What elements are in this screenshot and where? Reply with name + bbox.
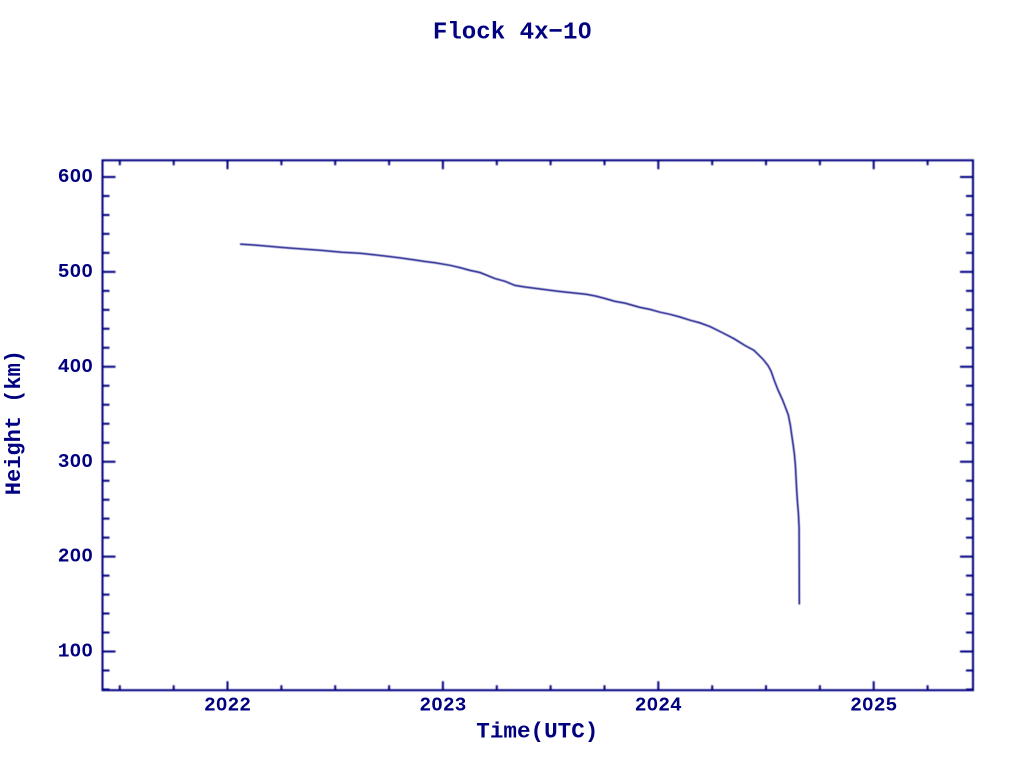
svg-text:Flock 4x−10: Flock 4x−10 bbox=[433, 19, 592, 46]
svg-text:2025: 2025 bbox=[850, 694, 897, 716]
svg-text:Height (km): Height (km) bbox=[2, 350, 27, 495]
svg-text:2022: 2022 bbox=[204, 694, 251, 716]
svg-text:Time(UTC): Time(UTC) bbox=[476, 718, 598, 744]
svg-text:2023: 2023 bbox=[419, 694, 466, 716]
svg-text:2024: 2024 bbox=[635, 694, 682, 716]
